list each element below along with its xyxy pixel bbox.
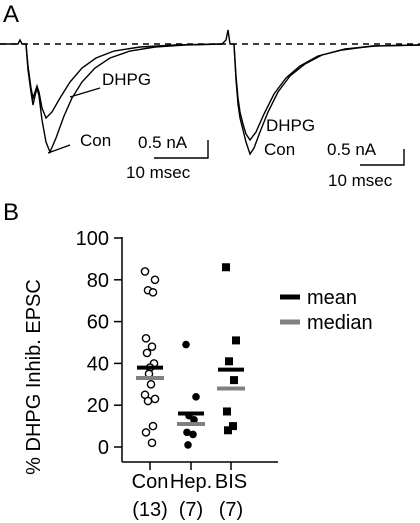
right-con-label: Con [264, 140, 295, 159]
data-point-con [150, 275, 160, 285]
data-point-con [148, 288, 158, 297]
x-category-count: (7) [179, 499, 203, 521]
x-category-label: Hep. [170, 471, 212, 493]
right-traces [221, 29, 420, 156]
y-tick-label: 100 [76, 228, 109, 250]
right-scalebar-time: 10 msec [328, 171, 393, 190]
data-point-hep [189, 430, 197, 439]
data-point-con [143, 396, 153, 406]
left-traces [0, 38, 223, 154]
con-trace [0, 38, 223, 154]
left-dhpg-label: DHPG [102, 70, 151, 89]
data-point-con [146, 379, 156, 389]
x-category-label: Con [132, 471, 169, 493]
legend-mean-label: mean [307, 287, 357, 309]
data-point-con [142, 348, 152, 358]
con-pointer [47, 144, 71, 154]
data-point-hep [190, 416, 198, 424]
left-scale-bar [154, 140, 209, 159]
y-tick-label: 60 [87, 312, 109, 334]
y-ticks: 0 20 40 60 80 100 [76, 228, 122, 459]
data-point-bis [223, 407, 231, 416]
legend: mean median [280, 287, 373, 334]
data-point-hep [183, 428, 191, 437]
right-scale-bar [360, 149, 405, 166]
x-categories: Con (13)Hep. (7) BIS (7) [132, 462, 247, 521]
dhpg-pointer [69, 87, 101, 98]
y-axis-label: % DHPG Inhib. EPSC [23, 279, 45, 475]
data-point-bis [225, 357, 233, 366]
x-category-label: BIS [215, 471, 247, 493]
data-point-hep [182, 340, 190, 349]
left-scalebar-time: 10 msec [126, 163, 191, 182]
dhpg-trace [25, 43, 223, 120]
data-point-con [148, 421, 158, 431]
data-point-con [140, 267, 150, 276]
y-tick-label: 0 [98, 437, 109, 459]
left-con-label: Con [80, 131, 111, 150]
panel-a-label: A [3, 1, 19, 28]
right-con-trace [221, 29, 420, 156]
data-point-hep [184, 441, 192, 449]
data-point-con [150, 394, 160, 404]
y-tick-label: 40 [87, 353, 109, 375]
data-point-con [147, 342, 157, 351]
right-dhpg-label: DHPG [266, 116, 315, 135]
data-point-bis [232, 336, 240, 345]
data-point-bis [229, 422, 237, 431]
data-point-hep [192, 393, 200, 401]
data-point-con [141, 428, 151, 437]
summary-bars [136, 365, 245, 427]
x-category-count: (7) [219, 499, 243, 521]
left-scalebar-current: 0.5 nA [138, 133, 188, 152]
y-tick-label: 20 [87, 395, 109, 417]
right-dhpg-trace [233, 43, 420, 142]
data-point-bis [230, 376, 238, 385]
data-point-con [141, 334, 151, 343]
data-point-bis [224, 426, 232, 435]
right-scalebar-current: 0.5 nA [327, 140, 377, 159]
data-point-con [147, 438, 157, 448]
legend-median-label: median [307, 312, 373, 334]
data-point-bis [222, 263, 230, 272]
x-category-count: (13) [132, 499, 168, 521]
panel-b-label: B [3, 199, 19, 226]
y-tick-label: 80 [87, 270, 109, 292]
data-points [140, 263, 240, 449]
